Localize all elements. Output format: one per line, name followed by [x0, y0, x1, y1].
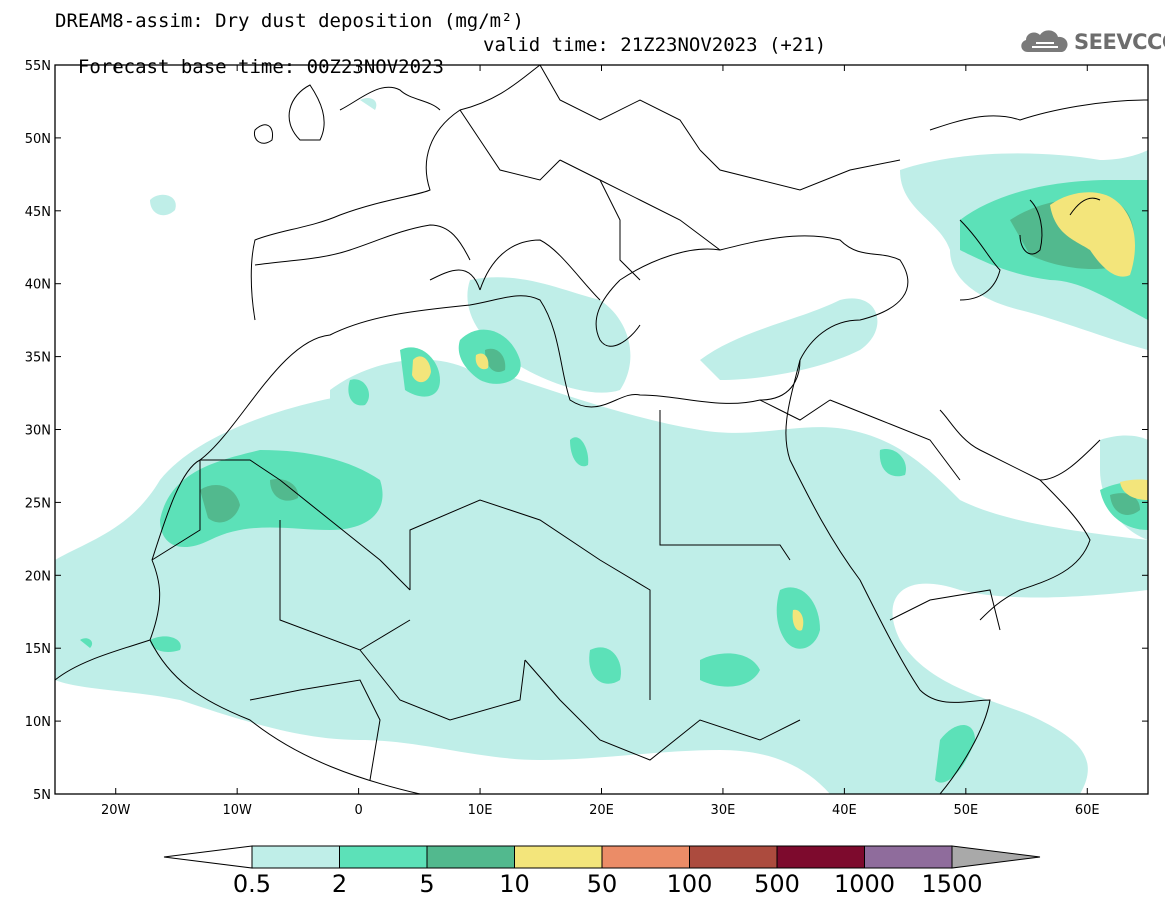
map-title: DREAM8-assim: Dry dust deposition (mg/m²…	[55, 10, 524, 32]
deposition-level-0.5	[55, 98, 1148, 794]
colorbar-label: 100	[667, 870, 713, 898]
colorbar-swatch	[251, 845, 340, 869]
seevccc-logo: SEEVCCC	[1018, 26, 1165, 60]
lat-tick-label: 25N	[25, 496, 51, 511]
colorbar-under-triangle	[163, 845, 253, 869]
lon-tick-label: 0	[354, 803, 362, 818]
lat-tick-label: 50N	[25, 132, 51, 147]
lon-tick-label: 20E	[589, 803, 614, 818]
colorbar-swatch	[514, 845, 603, 869]
colorbar-label: 5	[419, 870, 434, 898]
colorbar-label: 1500	[921, 870, 982, 898]
lon-tick-label: 40E	[832, 803, 857, 818]
deposition-field	[55, 98, 1148, 794]
lat-tick-label: 35N	[25, 351, 51, 366]
lat-tick-label: 15N	[25, 642, 51, 657]
coastlines-borders	[55, 65, 1148, 794]
colorbar-swatch	[689, 845, 778, 869]
lat-tick-label: 40N	[25, 278, 51, 293]
colorbar-swatch	[426, 845, 515, 869]
colorbar-swatch	[776, 845, 865, 869]
forecast-base-time: Forecast base time: 00Z23NOV2023	[77, 56, 444, 78]
colorbar-swatch	[864, 845, 953, 869]
lat-tick-label: 10N	[25, 715, 51, 730]
lat-tick-label: 55N	[25, 59, 51, 74]
lat-tick-label: 45N	[25, 205, 51, 220]
colorbar-label: 0.5	[233, 870, 271, 898]
lon-tick-label: 10E	[468, 803, 493, 818]
lat-tick-label: 20N	[25, 569, 51, 584]
map-axes: 55N 50N 45N 40N 35N 30N 25N 20N 15N 10N 5N 20W 10W 0 1…	[25, 59, 1148, 818]
lat-tick-label: 5N	[33, 788, 51, 803]
colorbar: 0.5 2 5 10 50 100 500 1000 1500	[163, 845, 1041, 898]
colorbar-swatch	[339, 845, 428, 869]
colorbar-label: 10	[499, 870, 530, 898]
cloud-logo-icon	[1021, 30, 1068, 52]
valid-time: valid time: 21Z23NOV2023 (+21)	[483, 34, 827, 56]
lon-tick-label: 60E	[1075, 803, 1100, 818]
lon-tick-label: 30E	[711, 803, 736, 818]
lon-tick-label: 10W	[222, 803, 252, 818]
colorbar-over-triangle	[951, 845, 1041, 869]
colorbar-label: 2	[332, 870, 347, 898]
colorbar-label: 500	[754, 870, 800, 898]
colorbar-label: 1000	[834, 870, 895, 898]
forecast-time-line: Forecast base time: 00Z23NOV2023 valid t…	[55, 34, 826, 100]
lat-tick-label: 30N	[25, 424, 51, 439]
lon-tick-label: 20W	[101, 803, 131, 818]
logo-text: SEEVCCC	[1074, 30, 1165, 54]
colorbar-label: 50	[587, 870, 618, 898]
lon-tick-label: 50E	[953, 803, 978, 818]
colorbar-swatch	[601, 845, 690, 869]
